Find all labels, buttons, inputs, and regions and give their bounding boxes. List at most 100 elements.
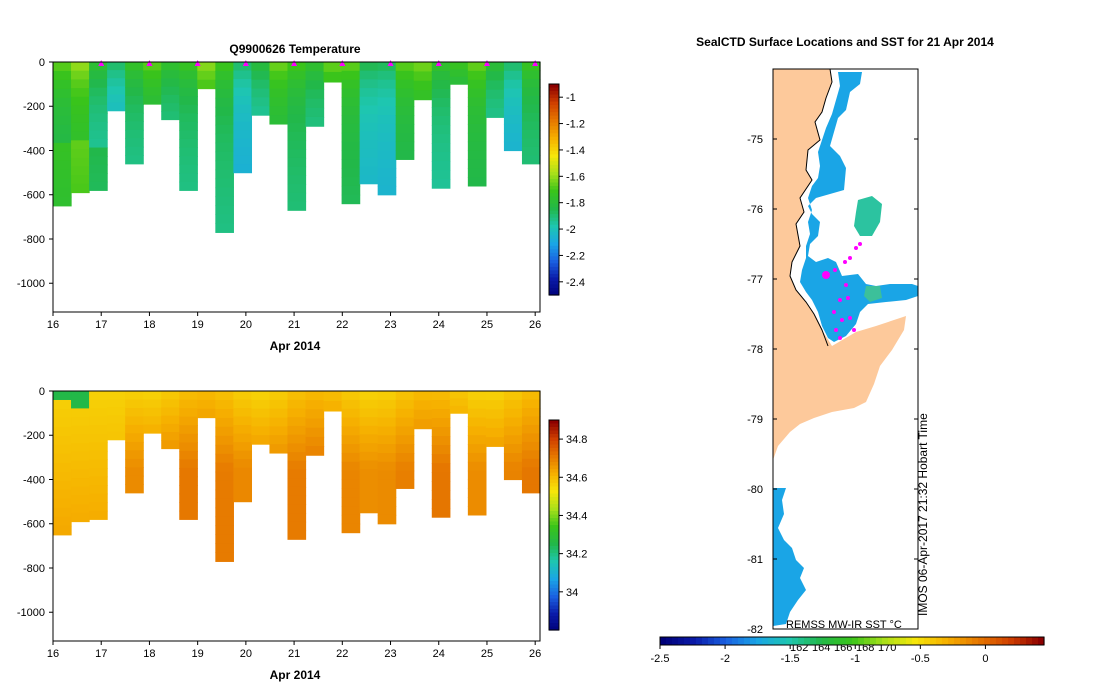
colorbar-swatch [549,249,559,254]
colorbar-swatch [549,105,559,110]
heatmap-cell [89,510,108,520]
heatmap-cell [107,102,126,112]
heatmap-cell [161,399,180,409]
sst-colorbar-swatch [786,637,793,645]
heatmap-cell [485,62,505,72]
heatmap-cell [377,79,397,90]
colorbar-swatch [549,570,559,575]
heatmap-cell [179,138,198,149]
heatmap-cell [53,444,72,455]
x-tick-label: 16 [47,319,59,331]
sst-colorbar-swatch [780,637,787,645]
heatmap-cell [521,62,541,72]
heatmap-cell [503,132,523,143]
heatmap-cell [449,391,469,399]
sst-colorbar-tick-label: -2.5 [651,653,670,665]
sst-colorbar-tick-label: -0.5 [911,653,930,665]
y-tick-label: -400 [23,474,45,486]
heatmap-cell [125,112,144,122]
colorbar-swatch [549,200,559,205]
heatmap-cell [89,399,108,409]
colorbar-swatch [549,245,559,250]
heatmap-cell [521,433,541,443]
heatmap-cell [395,452,415,463]
heatmap-cell [377,452,397,463]
heatmap-cell [179,502,198,512]
colorbar-swatch [549,507,559,512]
heatmap-cell [377,488,397,498]
heatmap-cell [53,97,72,108]
seal-ctd-marker [843,260,847,264]
sst-colorbar-swatch [822,637,829,645]
heatmap-cell [125,138,144,148]
heatmap-cell [359,62,379,72]
heatmap-cell [503,79,523,90]
heatmap-cell [89,173,108,183]
heatmap-cell [179,450,198,461]
heatmap-cell [179,467,198,478]
heatmap-cell [125,146,144,156]
sst-colorbar-swatch [1020,637,1027,645]
heatmap-cell [179,113,198,123]
heatmap-cell [233,408,253,418]
heatmap-cell [323,62,343,73]
heatmap-cell [305,89,325,100]
colorbar-swatch [549,171,559,177]
heatmap-cell [377,399,397,410]
heatmap-cell [161,391,180,400]
heatmap-cell [53,124,72,135]
heatmap-cell [89,181,108,191]
heatmap-cell [161,111,180,121]
heatmap-cell [467,506,487,516]
heatmap-cell [71,391,90,401]
sst-colorbar-tick-label: -1 [850,653,860,665]
map-lat-label: -80 [747,484,763,496]
heatmap-cell [359,122,379,133]
colorbar-swatch [549,581,559,586]
heatmap-cell [287,417,307,427]
heatmap-cell [467,470,487,481]
heatmap-cell [125,484,144,494]
heatmap-cell [125,433,144,443]
heatmap-cell [413,400,433,411]
heatmap-cell [287,399,307,410]
heatmap-cell [215,525,234,536]
heatmap-cell [359,88,379,98]
sst-colorbar-swatch [900,637,907,645]
heatmap-cell [305,98,325,109]
heatmap-cell [71,157,90,168]
heatmap-cell [179,96,198,106]
heatmap-cell [395,62,415,72]
heatmap-cell [107,431,126,441]
heatmap-cell [377,150,397,160]
y-tick-label: -800 [23,234,45,246]
x-tick-label: 23 [384,648,396,660]
heatmap-cell [449,76,469,85]
heatmap-cell [215,133,234,144]
heatmap-cell [431,170,451,180]
heatmap-cell [161,62,180,71]
colorbar-swatch [549,178,559,184]
heatmap-cell [467,70,487,81]
heatmap-cell [341,159,361,169]
heatmap-cell [197,408,216,419]
heatmap-cell [71,131,90,141]
sst-colorbar-swatch [948,637,955,645]
colorbar-swatch [549,273,559,279]
heatmap-cell [125,62,144,72]
heatmap-cell [251,88,271,98]
colorbar-swatch [549,129,559,134]
heatmap-cell [395,97,415,107]
heatmap-cell [125,407,144,418]
heatmap-cell [53,435,72,446]
colorbar-swatch [549,441,559,446]
sst-colorbar-swatch [1002,637,1009,645]
heatmap-cell [107,391,126,400]
temperature-colorbar-tick-label: -1.2 [566,119,585,131]
heatmap-cell [71,88,90,98]
heatmap-cell [161,440,180,450]
sst-colorbar-swatch [792,637,799,645]
x-tick-label: 21 [288,648,300,660]
heatmap-cell [467,391,487,401]
heatmap-cell [359,486,379,496]
